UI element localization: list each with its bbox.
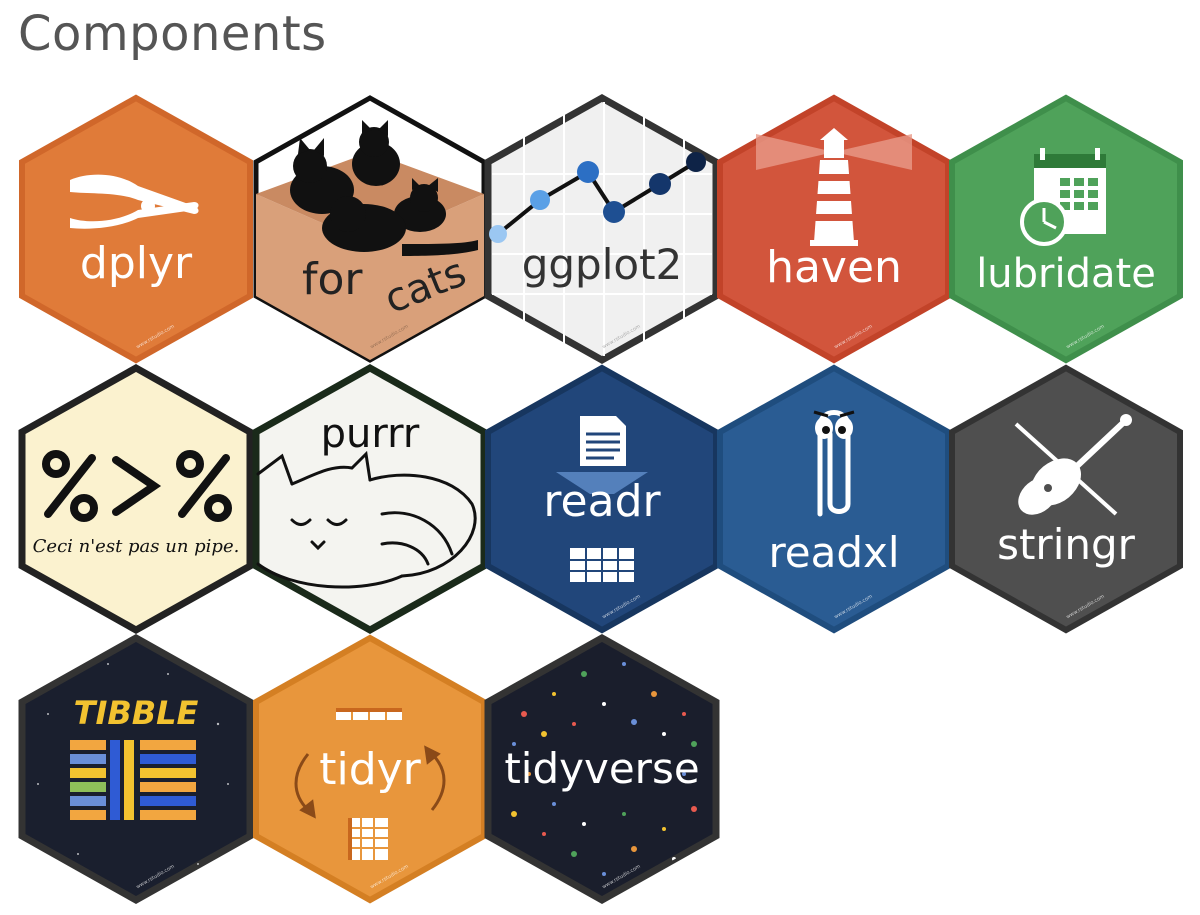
hex-forcats[interactable]: for cats www.rstudio.com — [252, 94, 488, 364]
magrittr-caption: Ceci n'est pas un pipe. — [33, 536, 240, 557]
hex-tibble[interactable]: TIBBLE www.rstudio.com — [18, 633, 254, 905]
forcats-label-for: for — [302, 254, 363, 305]
lighthouse-icon — [810, 128, 858, 246]
stars-background — [37, 663, 229, 865]
paperclip-icon — [813, 410, 855, 517]
hex-tidyverse[interactable]: tidyverse www.rstudio.com — [484, 633, 720, 905]
readxl-hex-shape — [717, 364, 951, 634]
pliers-icon — [70, 174, 199, 229]
hex-lubridate[interactable]: lubridate www.rstudio.com — [948, 94, 1184, 364]
violin-icon — [1014, 414, 1132, 516]
long-table-icon — [348, 818, 388, 860]
stringr-hex-shape — [949, 364, 1183, 634]
tibble-title: TIBBLE — [74, 694, 199, 732]
magrittr-hex-shape: Ceci n'est pas un pipe. — [18, 363, 254, 635]
hex-stringr[interactable]: stringr www.rstudio.com — [948, 364, 1184, 634]
readr-hex-shape — [485, 364, 719, 634]
dots-background — [511, 662, 697, 876]
tibble-hex-shape: TIBBLE — [18, 633, 254, 905]
tidyverse-hex-shape — [484, 633, 720, 905]
hex-magrittr[interactable]: Ceci n'est pas un pipe. — [18, 363, 254, 635]
grid-lines — [492, 102, 712, 356]
dplyr-hex-shape — [19, 94, 253, 364]
line-chart-icon — [489, 152, 706, 243]
hex-readr[interactable]: readr www.rstudio.com — [484, 364, 720, 634]
page-title: Components — [18, 6, 327, 62]
forcats-hex-shape: for cats — [253, 95, 487, 363]
purrr-hex-shape — [252, 363, 488, 635]
ggplot2-hex-shape — [484, 93, 720, 365]
clock-icon — [1020, 198, 1068, 246]
table-icon — [570, 548, 634, 582]
hex-purrr[interactable]: purrr — [252, 363, 488, 635]
hex-tidyr[interactable]: tidyr www.rstudio.com — [252, 634, 488, 904]
funnel-icon — [556, 472, 648, 494]
hex-haven[interactable]: haven www.rstudio.com — [716, 94, 952, 364]
hex-readxl[interactable]: readxl www.rstudio.com — [716, 364, 952, 634]
cats-icon — [290, 120, 478, 256]
cycle-arrows-icon — [294, 745, 446, 819]
pipe-operator-icon — [42, 450, 232, 522]
sleeping-cat-icon — [256, 450, 477, 589]
wide-table-icon — [336, 708, 402, 720]
hex-dplyr[interactable]: dplyr www.rstudio.com — [18, 94, 254, 364]
lubridate-hex-shape — [949, 94, 1183, 364]
data-table-icon — [70, 740, 196, 820]
tidyr-hex-shape — [253, 634, 487, 904]
hex-ggplot2[interactable]: ggplot2 www.rstudio.com — [484, 93, 720, 365]
haven-hex-shape — [717, 94, 951, 364]
document-icon — [580, 416, 626, 466]
